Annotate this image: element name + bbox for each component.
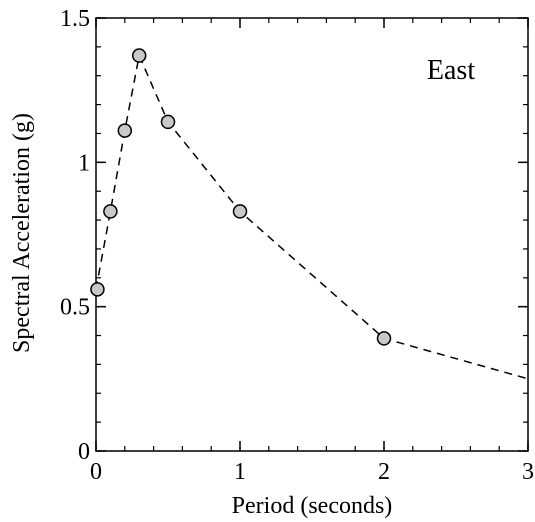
data-point xyxy=(90,282,105,297)
x-axis-title: Period (seconds) xyxy=(232,493,393,519)
x-tick-label: 3 xyxy=(522,459,534,485)
plot-frame xyxy=(95,17,529,452)
x-tick-label: 2 xyxy=(378,459,390,485)
panel-label-east: East xyxy=(427,55,475,86)
data-point xyxy=(103,204,118,219)
data-points-layer xyxy=(90,48,392,346)
y-axis-ticks: 0 0.5 1 1.5 xyxy=(60,6,528,465)
y-axis-title: Spectral Acceleration (g) xyxy=(9,113,35,353)
dashed-curve-layer xyxy=(95,52,529,380)
y-tick-label: 0.5 xyxy=(60,295,90,321)
y-tick-label: 1 xyxy=(78,150,90,176)
spectrum-dashed-line xyxy=(95,52,529,380)
data-point xyxy=(117,123,133,138)
x-axis-ticks: 0 1 2 3 xyxy=(90,18,534,485)
data-point xyxy=(376,331,392,346)
plot-border xyxy=(95,17,529,452)
data-point xyxy=(160,114,176,130)
data-point xyxy=(232,204,248,219)
y-tick-label: 1.5 xyxy=(60,6,90,32)
data-point xyxy=(131,48,147,63)
y-tick-label: 0 xyxy=(78,439,90,465)
x-tick-label: 1 xyxy=(234,459,246,485)
x-tick-label: 0 xyxy=(90,459,102,485)
